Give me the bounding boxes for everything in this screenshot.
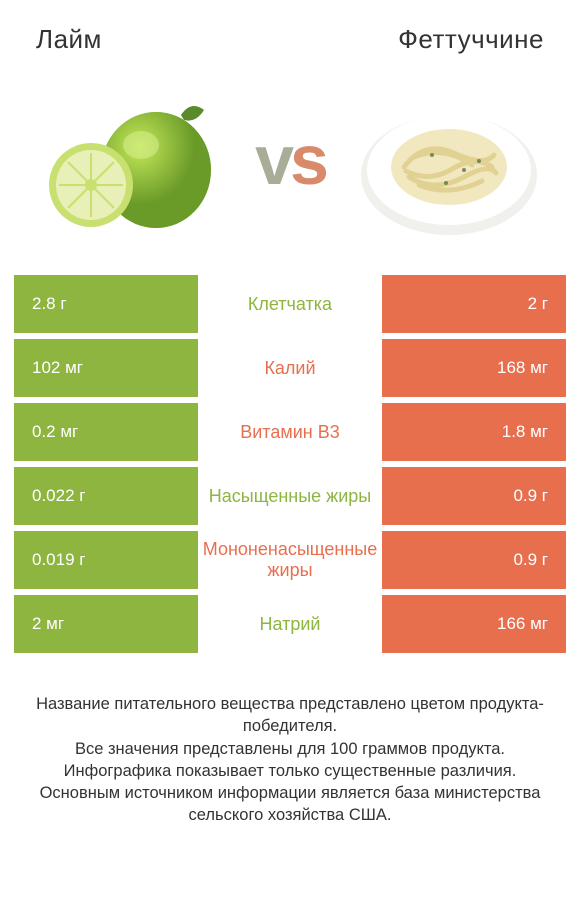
- comparison-table: 2.8 гКлетчатка2 г 102 мгКалий168 мг 0.2 мг…: [0, 275, 580, 653]
- value-left: 0.2 мг: [14, 403, 198, 461]
- value-right: 0.9 г: [382, 531, 566, 589]
- table-row: 2 мгНатрий166 мг: [14, 595, 566, 653]
- header: Лайм Феттуччине: [0, 0, 580, 65]
- value-left: 0.022 г: [14, 467, 198, 525]
- value-right: 2 г: [382, 275, 566, 333]
- nutrient-label: Калий: [198, 339, 382, 397]
- nutrient-label: Насыщенные жиры: [198, 467, 382, 525]
- table-row: 0.022 гНасыщенные жиры0.9 г: [14, 467, 566, 525]
- footer-line: Все значения представлены для 100 граммо…: [18, 738, 562, 760]
- footer-line: Инфографика показывает только существенн…: [18, 760, 562, 782]
- title-right: Феттуччине: [398, 24, 544, 55]
- table-row: 0.019 гМононенасыщенные жиры0.9 г: [14, 531, 566, 589]
- images-row: vs: [0, 65, 580, 275]
- table-row: 2.8 гКлетчатка2 г: [14, 275, 566, 333]
- value-right: 1.8 мг: [382, 403, 566, 461]
- value-right: 0.9 г: [382, 467, 566, 525]
- footer-line: Название питательного вещества представл…: [18, 693, 562, 738]
- value-left: 0.019 г: [14, 531, 198, 589]
- nutrient-label: Мононенасыщенные жиры: [198, 531, 382, 589]
- value-left: 102 мг: [14, 339, 198, 397]
- vs-label: vs: [255, 125, 325, 195]
- value-right: 168 мг: [382, 339, 566, 397]
- fettuccine-image: [354, 75, 544, 245]
- footer-line: Основным источником информации является …: [18, 782, 562, 827]
- title-left: Лайм: [36, 24, 102, 55]
- footer-notes: Название питательного вещества представл…: [0, 659, 580, 827]
- table-row: 102 мгКалий168 мг: [14, 339, 566, 397]
- value-right: 166 мг: [382, 595, 566, 653]
- value-left: 2.8 г: [14, 275, 198, 333]
- table-row: 0.2 мгВитамин B31.8 мг: [14, 403, 566, 461]
- value-left: 2 мг: [14, 595, 198, 653]
- nutrient-label: Натрий: [198, 595, 382, 653]
- nutrient-label: Клетчатка: [198, 275, 382, 333]
- lime-image: [36, 75, 226, 245]
- nutrient-label: Витамин B3: [198, 403, 382, 461]
